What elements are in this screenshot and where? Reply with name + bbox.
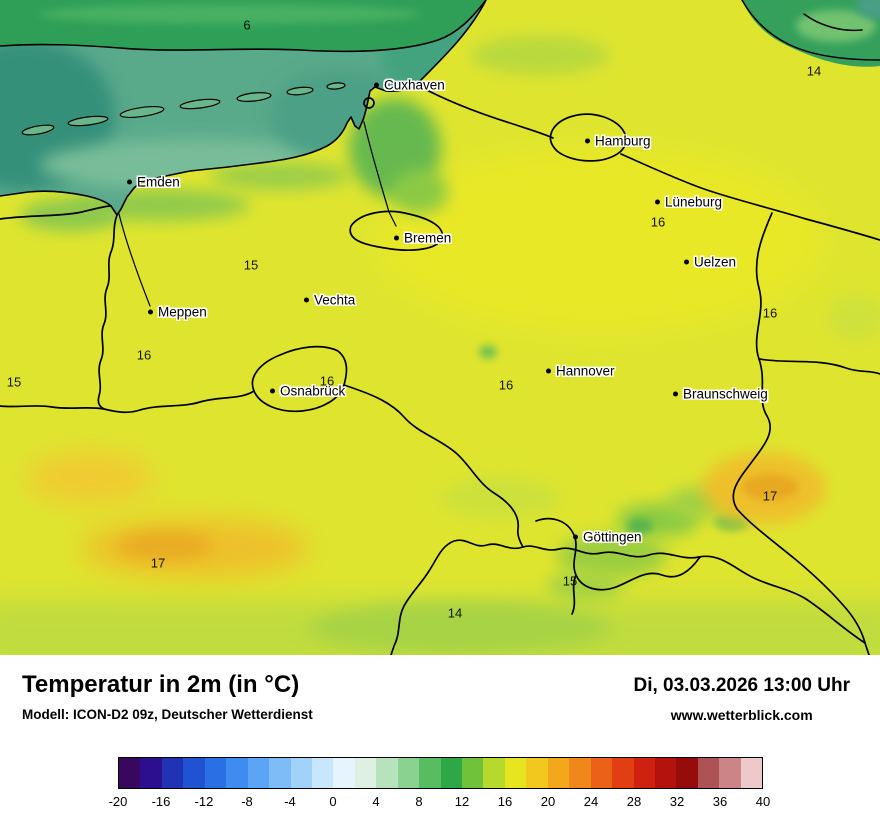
colorbar-segment [354,758,377,788]
colorbar-segment [226,758,248,788]
colorbar-tick-label: -4 [284,794,296,809]
colorbar-segment [161,758,184,788]
colorbar-segment [547,758,570,788]
footer-left: Temperatur in 2m (in °C) Modell: ICON-D2… [22,671,313,722]
colorbar-segment [462,758,484,788]
colorbar-segment [247,758,270,788]
colorbar-segment [590,758,613,788]
colorbar-segment [440,758,462,788]
colorbar-segment [119,758,141,788]
map-section: Cuxhaven Hamburg Emden Lüneburg Bremen Uelzen… [0,0,880,655]
north-land-band [0,0,486,52]
coastline [0,0,487,216]
colorbar-segment [269,758,291,788]
colorbar-tick-label: 16 [497,794,513,809]
colorbar-segment [204,758,227,788]
colorbar-segment [419,758,441,788]
colorbar-segments [118,757,763,789]
rivers [118,121,397,307]
colorbar-tick-label: 24 [583,794,599,809]
colorbar-segment [697,758,720,788]
colorbar-tick-label: 32 [669,794,685,809]
temperature-map [0,0,880,655]
colorbar-segment [183,758,205,788]
colorbar-segment [676,758,698,788]
colorbar-segment [654,758,677,788]
map-title: Temperatur in 2m (in °C) [22,671,300,698]
model-info: Modell: ICON-D2 09z, Deutscher Wetterdie… [22,707,313,722]
state-borders [0,0,880,655]
website-url: www.wetterblick.com [670,707,813,723]
colorbar-tick-label: 0 [329,794,337,809]
colorbar-segment [290,758,312,788]
colorbar-tick-label: -20 [108,794,128,809]
colorbar-tick-label: 40 [755,794,771,809]
colorbar-segment [633,758,655,788]
colorbar-tick-label: 8 [415,794,423,809]
color-scale: -20 -16 -12 -8 -4 0 4 8 12 16 20 24 28 32 36 40 [0,745,880,830]
colorbar-segment [376,758,398,788]
colorbar-segment [526,758,548,788]
colorbar-segment [311,758,334,788]
colorbar-segment [612,758,634,788]
map-footer: Temperatur in 2m (in °C) Modell: ICON-D2… [0,655,880,745]
colorbar-segment [333,758,355,788]
colorbar-segment [140,758,162,788]
colorbar-tick-label: 20 [540,794,556,809]
colorbar-segment [569,758,591,788]
sea-area [0,0,486,215]
baltic-corner [742,0,880,67]
colorbar-tick-label: 4 [372,794,380,809]
colorbar-ticks: -20 -16 -12 -8 -4 0 4 8 12 16 20 24 28 32 36 40 [109,794,771,814]
colorbar-tick-label: 28 [626,794,642,809]
colorbar-segment [504,758,527,788]
colorbar-tick-label: -8 [241,794,253,809]
colorbar-segment [740,758,763,788]
colorbar-tick-label: 36 [712,794,728,809]
colorbar-segment [483,758,505,788]
colorbar-segment [719,758,741,788]
colorbar-wrap: -20 -16 -12 -8 -4 0 4 8 12 16 20 24 28 32 36 40 [109,757,771,814]
colorbar-tick-label: -16 [151,794,171,809]
forecast-datetime: Di, 03.03.2026 13:00 Uhr [633,675,850,696]
colorbar-tick-label: -12 [194,794,214,809]
colorbar-tick-label: 12 [454,794,470,809]
islands [21,82,346,136]
footer-right: Di, 03.03.2026 13:00 Uhr www.wetterblick… [633,671,850,723]
colorbar-segment [397,758,420,788]
